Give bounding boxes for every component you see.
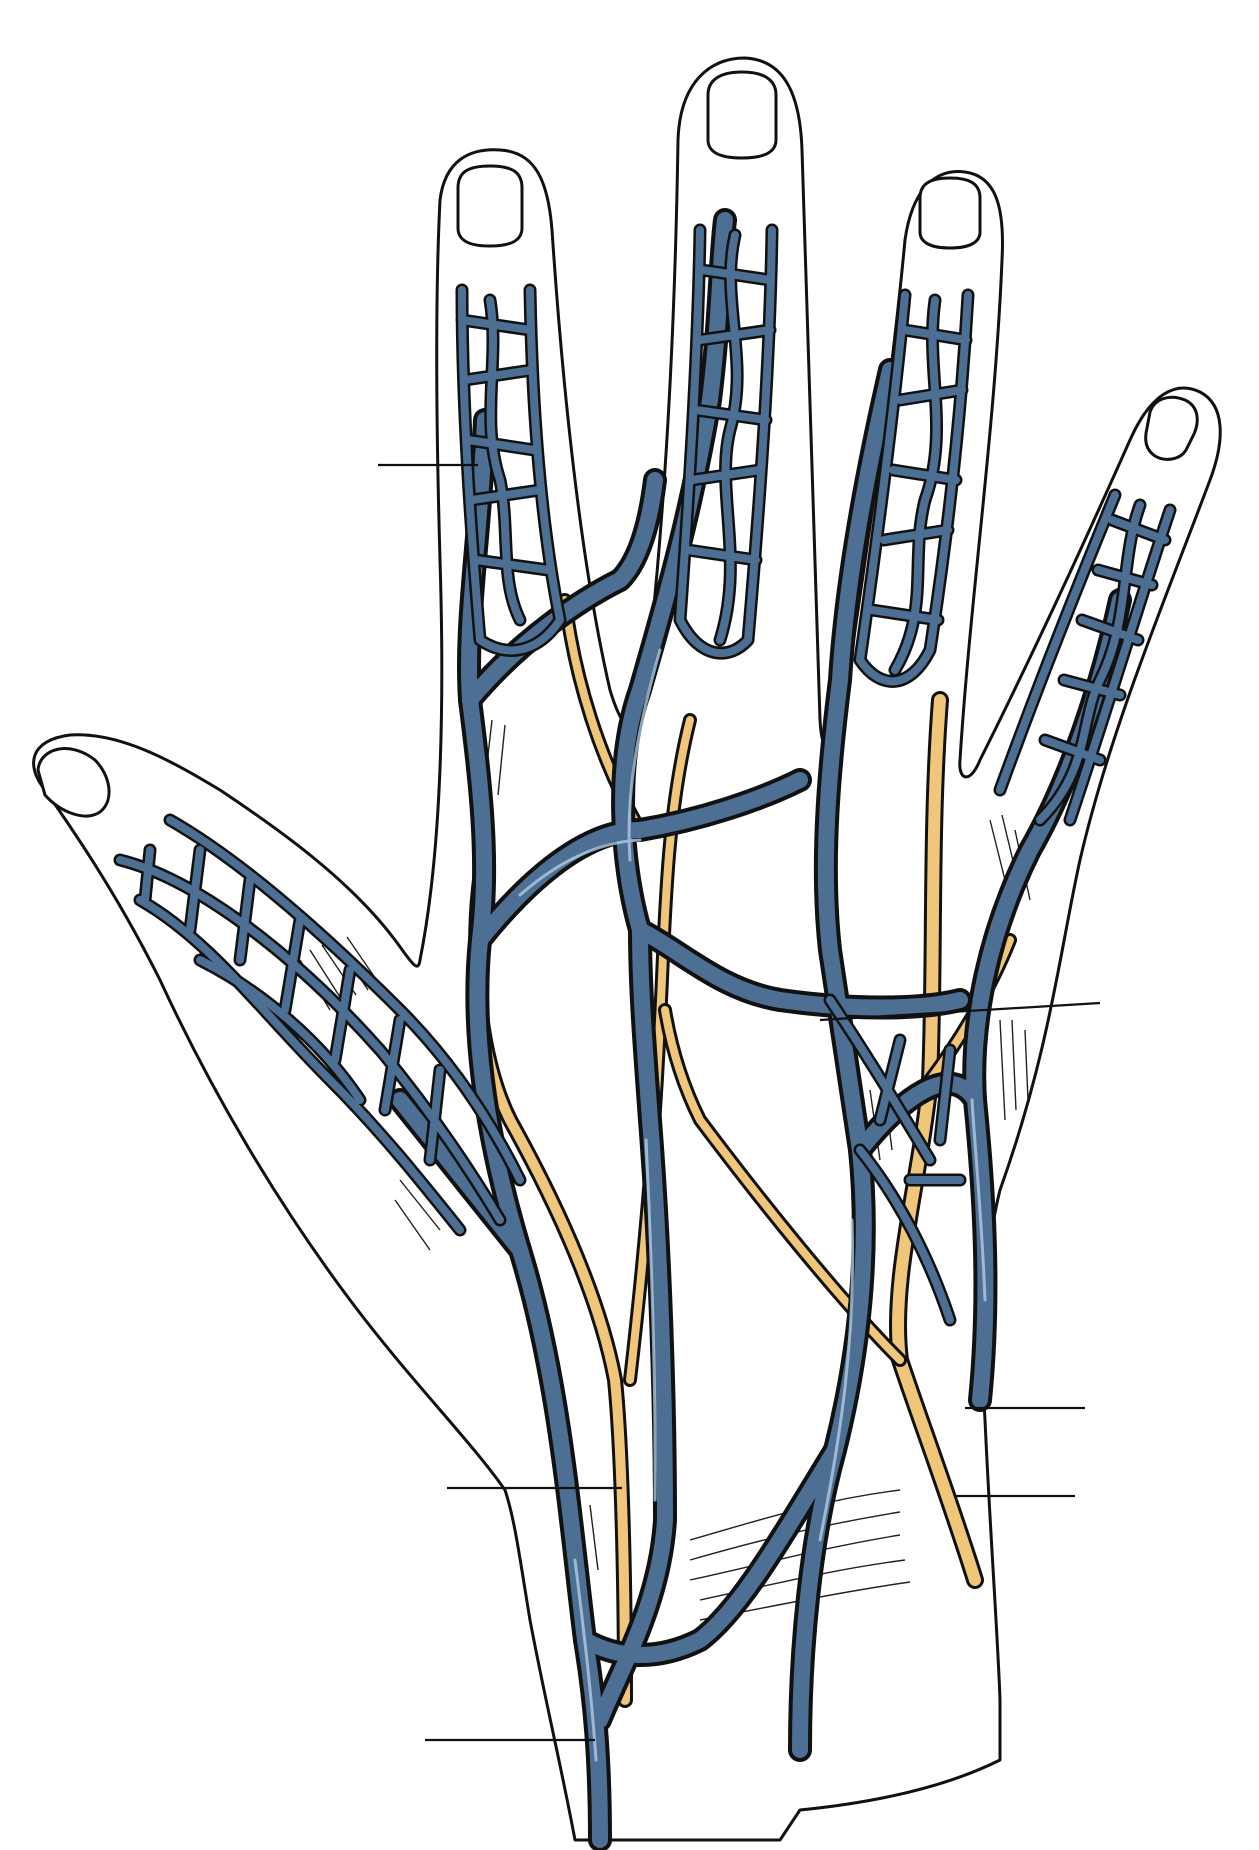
thumb-drainage-vein (392, 1092, 528, 1258)
ring-finger-network (853, 288, 975, 688)
wrist-anastomosis-vein (577, 1442, 843, 1663)
ring-fingernail (918, 176, 982, 250)
digital-venous-networks (113, 223, 1177, 1327)
ulnar-dorsal-network (823, 993, 967, 1327)
dorsal-venous-arch (632, 922, 968, 1016)
thumb-nail (36, 747, 111, 818)
little-fingernail (1144, 395, 1199, 461)
dorsal-metacarpal-vein-middle (615, 212, 733, 938)
label-leaders (378, 463, 1101, 1742)
communicating-vein-ulnar (852, 1075, 983, 1158)
middle-finger-network (673, 223, 779, 660)
leader-metacarpal-right (819, 1001, 1101, 1022)
thumb-network (113, 813, 527, 1237)
radial-accessory-vein (592, 922, 673, 1728)
index-finger-network (455, 283, 567, 657)
middle-fingernail (706, 70, 778, 160)
little-finger-network (993, 488, 1177, 827)
basilic-vein (792, 362, 898, 1758)
index-fingernail (456, 164, 524, 248)
nerve-ulnar-dorsal (892, 694, 981, 1586)
fingernails (36, 70, 1199, 818)
